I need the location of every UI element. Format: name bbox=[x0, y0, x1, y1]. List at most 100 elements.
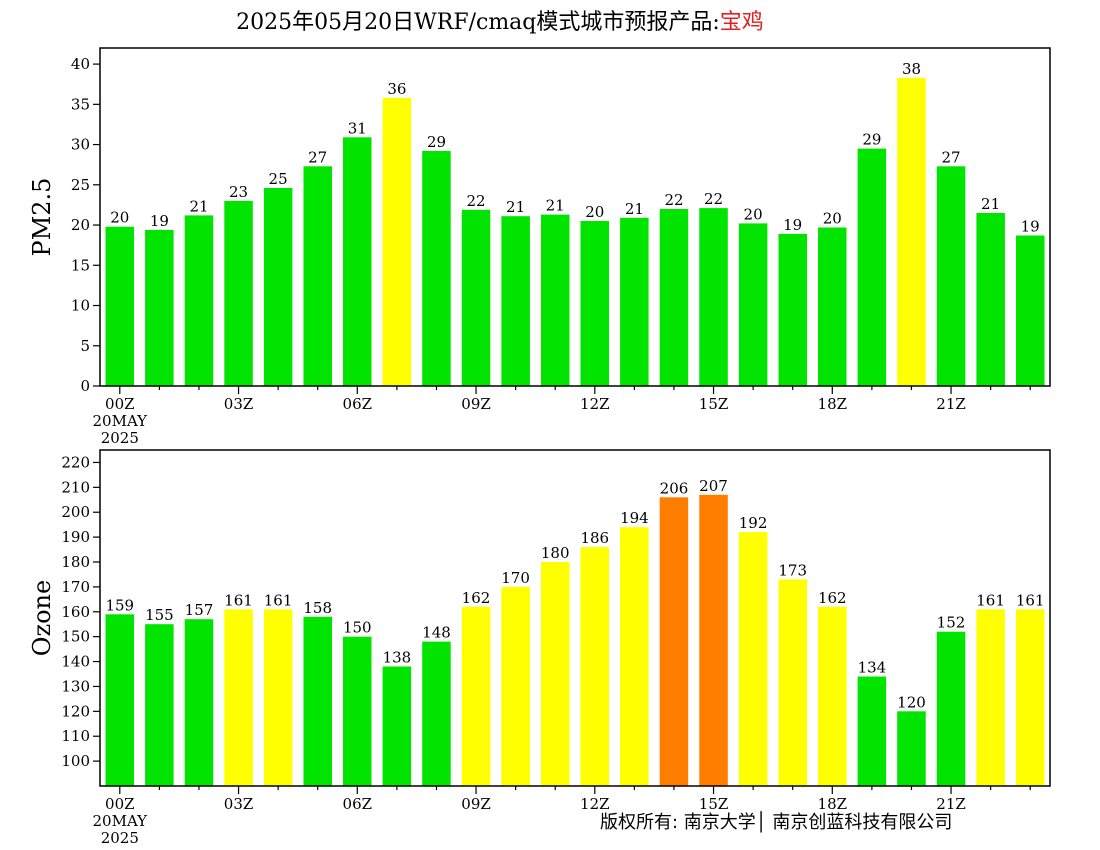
bar-value-label: 152 bbox=[937, 614, 966, 632]
bar-0 bbox=[105, 614, 134, 786]
bar-11 bbox=[541, 214, 570, 386]
bar-value-label: 161 bbox=[224, 591, 253, 609]
bar-value-label: 19 bbox=[1021, 218, 1040, 236]
y-axis-title: PM2.5 bbox=[28, 178, 56, 257]
bar-value-label: 173 bbox=[778, 561, 807, 579]
bar-value-label: 207 bbox=[699, 477, 728, 495]
bar-21 bbox=[936, 166, 966, 386]
y-tick-label: 110 bbox=[61, 727, 90, 745]
y-tick-label: 20 bbox=[71, 216, 90, 234]
y-tick-label: 30 bbox=[71, 136, 90, 154]
x-tick-label: 20MAY bbox=[93, 412, 149, 430]
bar-value-label: 180 bbox=[541, 544, 570, 562]
bar-14 bbox=[659, 497, 689, 786]
x-tick-label: 15Z bbox=[699, 795, 729, 813]
bar-value-label: 27 bbox=[941, 148, 960, 166]
bar-value-label: 21 bbox=[189, 197, 208, 215]
bar-15 bbox=[699, 494, 728, 786]
bar-14 bbox=[659, 209, 689, 386]
bar-5 bbox=[303, 616, 332, 786]
y-tick-label: 10 bbox=[71, 297, 90, 315]
bar-value-label: 20 bbox=[744, 205, 763, 223]
bar-19 bbox=[857, 148, 887, 386]
bar-value-label: 25 bbox=[269, 170, 288, 188]
bar-value-label: 161 bbox=[976, 591, 1005, 609]
bar-value-label: 162 bbox=[462, 589, 491, 607]
bar-10 bbox=[501, 586, 530, 786]
bar-22 bbox=[976, 213, 1005, 386]
bar-value-label: 27 bbox=[308, 148, 327, 166]
y-tick-label: 120 bbox=[61, 702, 90, 720]
bar-value-label: 157 bbox=[185, 601, 214, 619]
bar-3 bbox=[224, 200, 253, 386]
bar-9 bbox=[461, 606, 491, 786]
bar-7 bbox=[382, 97, 412, 387]
bar-value-label: 206 bbox=[660, 479, 689, 497]
bar-15 bbox=[699, 208, 728, 386]
x-tick-label: 12Z bbox=[580, 395, 610, 413]
bar-value-label: 21 bbox=[506, 198, 525, 216]
bar-21 bbox=[936, 631, 966, 786]
bar-value-label: 120 bbox=[897, 693, 926, 711]
y-tick-label: 150 bbox=[61, 628, 90, 646]
x-tick-label: 15Z bbox=[699, 395, 729, 413]
bar-19 bbox=[857, 676, 887, 786]
y-tick-label: 140 bbox=[61, 653, 90, 671]
bar-13 bbox=[620, 217, 649, 386]
bar-7 bbox=[382, 666, 412, 786]
bar-value-label: 21 bbox=[625, 200, 644, 218]
x-tick-label: 2025 bbox=[101, 829, 139, 847]
y-tick-label: 190 bbox=[61, 528, 90, 546]
bar-value-label: 20 bbox=[110, 209, 129, 227]
bar-value-label: 21 bbox=[546, 197, 565, 215]
bar-18 bbox=[818, 227, 847, 386]
bar-4 bbox=[263, 609, 293, 786]
copyright-footer: 版权所有: 南京大学│ 南京创蓝科技有限公司 bbox=[600, 812, 953, 833]
bar-12 bbox=[580, 547, 609, 786]
x-tick-label: 2025 bbox=[101, 429, 139, 447]
y-tick-label: 100 bbox=[61, 752, 90, 770]
bar-value-label: 150 bbox=[343, 619, 372, 637]
y-tick-label: 25 bbox=[71, 176, 90, 194]
bar-value-label: 161 bbox=[264, 591, 293, 609]
bar-value-label: 194 bbox=[620, 509, 649, 527]
bar-value-label: 21 bbox=[981, 195, 1000, 213]
bar-value-label: 134 bbox=[858, 659, 887, 677]
x-tick-label: 03Z bbox=[224, 395, 254, 413]
bar-value-label: 192 bbox=[739, 514, 768, 532]
y-tick-label: 0 bbox=[80, 377, 90, 395]
x-tick-label: 12Z bbox=[580, 795, 610, 813]
x-tick-label: 03Z bbox=[224, 795, 254, 813]
pm25-chart: 20 19 21 23 25 27 31 36 29 22 21 21 20 21 22 22 20 19 20 29… bbox=[28, 47, 1051, 447]
y-tick-label: 15 bbox=[71, 256, 90, 274]
bar-11 bbox=[541, 562, 570, 786]
bar-value-label: 19 bbox=[783, 216, 802, 234]
bar-value-label: 29 bbox=[862, 131, 881, 149]
bar-1 bbox=[145, 229, 174, 386]
bar-6 bbox=[343, 636, 372, 786]
plot-frame bbox=[99, 449, 1051, 787]
x-tick-label: 21Z bbox=[936, 395, 966, 413]
bar-3 bbox=[224, 609, 253, 786]
y-tick-label: 130 bbox=[61, 677, 90, 695]
bar-10 bbox=[501, 216, 530, 386]
ozone-chart: 159 155 157 161 161 158 150 138 148 162 170 180 186 1… bbox=[28, 449, 1051, 847]
bar-value-label: 20 bbox=[823, 210, 842, 228]
bar-value-label: 155 bbox=[145, 606, 174, 624]
x-tick-label: 06Z bbox=[343, 795, 373, 813]
bar-0 bbox=[105, 226, 134, 386]
bar-6 bbox=[343, 137, 372, 386]
bar-value-label: 20 bbox=[585, 203, 604, 221]
x-tick-label: 18Z bbox=[818, 395, 848, 413]
y-tick-label: 220 bbox=[61, 453, 90, 471]
bar-value-label: 161 bbox=[1016, 591, 1045, 609]
x-tick-label: 00Z bbox=[105, 395, 135, 413]
bar-value-label: 159 bbox=[105, 596, 134, 614]
y-tick-label: 170 bbox=[61, 578, 90, 596]
y-tick-label: 160 bbox=[61, 603, 90, 621]
bar-value-label: 38 bbox=[902, 60, 921, 78]
y-tick-label: 180 bbox=[61, 553, 90, 571]
bar-17 bbox=[778, 579, 807, 786]
y-tick-label: 40 bbox=[71, 55, 90, 73]
